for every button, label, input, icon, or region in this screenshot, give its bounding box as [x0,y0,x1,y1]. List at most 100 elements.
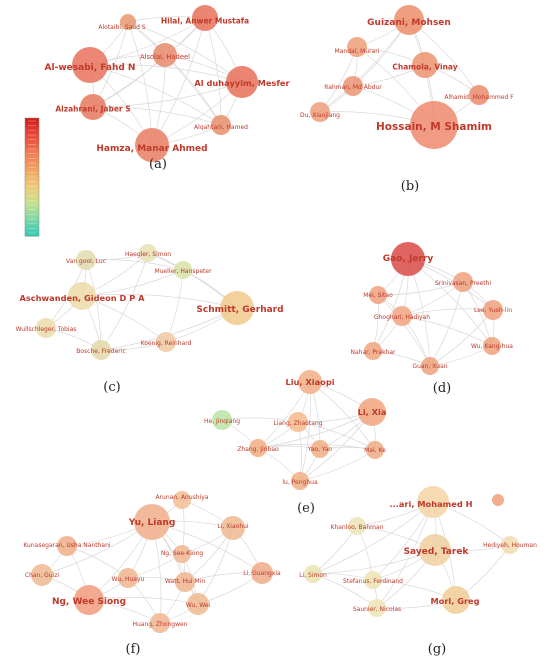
panel-f-node[interactable] [31,564,53,586]
panel-e-node[interactable] [212,410,232,430]
panel-g-node[interactable] [364,571,382,589]
panel-c-node[interactable] [220,291,254,325]
panel-g-edge [312,501,434,575]
panel-g-node[interactable] [417,486,449,518]
panel-d-edge [429,281,464,367]
panel-e-node[interactable] [358,398,386,426]
panel-a-node[interactable] [80,94,106,120]
panel-f-node[interactable] [57,536,77,556]
panel-f-node-label: Arunan, Anushiya [155,494,208,501]
panel-b-node[interactable] [394,5,424,35]
panel-c-node[interactable] [76,250,96,270]
colorbar-segment [25,151,39,170]
panel-f-node[interactable] [74,585,104,615]
labels-layer: Alotaibi, Saud S Hilal, Anwer Mustafa Al-w… [16,17,538,628]
panel-e-node[interactable] [249,439,267,457]
panel-d-edge [407,258,493,347]
panel-e-node[interactable] [366,441,384,459]
panel-d-node[interactable] [391,242,425,276]
panel-e-node[interactable] [291,472,309,490]
panel-c-node-label: Schmitt, Gerhard [196,305,283,315]
panel-f-node-label: Watt, Hui Min [165,578,205,585]
panel-f-node[interactable] [175,572,195,592]
panel-d-node[interactable] [483,337,501,355]
panel-c-node[interactable] [36,318,56,338]
panel-f-node[interactable] [221,516,245,540]
panel-e-node-label: Li, Xia [358,407,387,417]
panel-b-node-label: Mandal, Murari [335,48,380,55]
panel-b-node-label: Du, Xiaojiang [300,112,340,119]
panel-g-node-label: Morl, Greg [430,596,479,606]
panel-d-node-label: Mei, Sitao [363,292,393,299]
panel-a-edge [127,21,222,126]
panel-d-node[interactable] [421,357,439,375]
panel-b-node[interactable] [347,37,367,57]
panel-a-node[interactable] [135,128,169,162]
panel-e-node[interactable] [298,370,322,394]
panel-g-node[interactable] [368,599,386,617]
panel-b-node-label: Hossain, M Shamim [376,121,492,133]
panel-f-node[interactable] [173,545,191,563]
panel-e-node[interactable] [288,412,308,432]
panel-g-node-label: Khanloo, Bahman [331,524,384,531]
panel-c-node-label: Bosche, Frederic [76,348,126,355]
panel-g-node[interactable] [492,494,504,506]
panel-f-edge [66,545,129,579]
panel-d-node[interactable] [483,300,503,320]
panel-e-node-label: Yao, Yao [307,446,333,453]
panel-g-node[interactable] [419,534,451,566]
year-colorbar [24,117,40,237]
panel-c-node[interactable] [68,282,96,310]
panel-f-node[interactable] [173,491,191,509]
panel-a-node[interactable] [72,47,108,83]
panel-f-node-label: Huang, Zhongwen [132,621,187,628]
panel-d-node[interactable] [453,272,473,292]
panel-d-node[interactable] [369,286,387,304]
panel-d-caption: (d) [433,381,451,396]
panel-e-node-label: He, Jinqiang [204,418,240,425]
panel-c-node[interactable] [156,332,176,352]
panel-a-edge [164,54,222,126]
panel-g-node-label: ...ari, Mohamed H [389,499,472,509]
panel-c-node[interactable] [139,244,157,262]
panel-a-node[interactable] [153,43,177,67]
panel-f-node[interactable] [134,504,170,540]
panel-f-node-label: Yu, Liang [128,518,176,528]
colorbar-segment [25,134,39,153]
panel-d-node[interactable] [392,306,412,326]
panel-b-node-label: Guizani, Mohsen [367,18,451,28]
panel-b-node[interactable] [310,102,330,122]
panel-c-node[interactable] [174,261,192,279]
panel-f-node[interactable] [118,568,138,588]
panel-b-node[interactable] [410,101,458,149]
panel-g-node[interactable] [501,536,519,554]
colorbar-segment [25,168,39,186]
panel-f-node[interactable] [251,562,273,584]
panel-g-node-label: Saunier, Nicolas [353,606,401,613]
panel-a-node[interactable] [211,115,231,135]
panel-b-node[interactable] [343,76,363,96]
panel-a-node[interactable] [120,14,136,30]
panel-a-caption: (a) [149,157,167,172]
panel-g-node[interactable] [442,586,470,614]
panel-a-edge [92,81,243,108]
panel-c-node[interactable] [91,340,111,360]
panel-b-node[interactable] [469,85,489,105]
panel-g-node[interactable] [304,565,322,583]
panel-d-node[interactable] [364,342,382,360]
panel-f-node-label: Li, Guangxia [243,570,281,577]
panel-f-node[interactable] [187,593,209,615]
panel-c-node-label: Aschwanden, Gideon D P A [19,293,145,303]
panel-g-node-label: Hediyeh, Houman [483,542,537,549]
panel-a-node[interactable] [192,5,218,31]
colorbar-segment [25,118,39,136]
panel-e-node[interactable] [311,440,329,458]
panel-g-node-label: Li, Simon [299,572,327,579]
panel-b-node[interactable] [412,52,438,78]
panel-d-node-label: Guan, Xuan [412,363,447,370]
panel-g-node-label: Stefanus, Ferdinand [343,578,403,585]
panel-f-node[interactable] [150,613,170,633]
panel-a-node[interactable] [226,66,258,98]
panel-g-node[interactable] [348,517,366,535]
